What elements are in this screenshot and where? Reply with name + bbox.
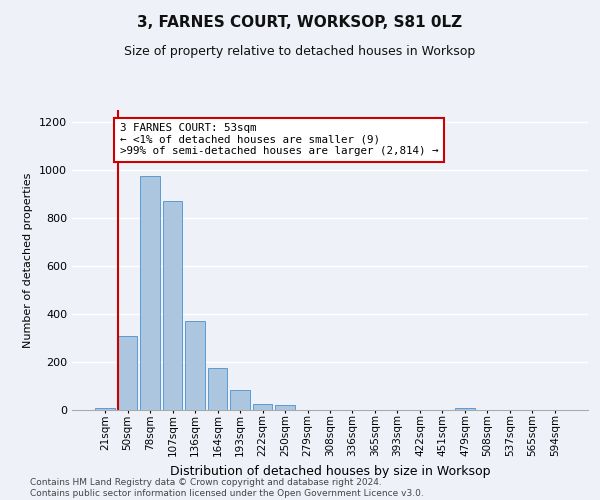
Y-axis label: Number of detached properties: Number of detached properties <box>23 172 34 348</box>
Bar <box>455 408 475 410</box>
Text: 3 FARNES COURT: 53sqm
← <1% of detached houses are smaller (9)
>99% of semi-deta: 3 FARNES COURT: 53sqm ← <1% of detached … <box>119 123 438 156</box>
Bar <box>208 368 227 410</box>
Bar <box>163 201 182 410</box>
Bar <box>185 321 205 410</box>
Bar <box>230 390 250 410</box>
Bar <box>95 408 115 410</box>
Bar <box>118 336 137 410</box>
Text: Contains HM Land Registry data © Crown copyright and database right 2024.
Contai: Contains HM Land Registry data © Crown c… <box>30 478 424 498</box>
Bar <box>253 404 272 410</box>
Bar <box>275 405 295 410</box>
Text: Size of property relative to detached houses in Worksop: Size of property relative to detached ho… <box>124 45 476 58</box>
Text: 3, FARNES COURT, WORKSOP, S81 0LZ: 3, FARNES COURT, WORKSOP, S81 0LZ <box>137 15 463 30</box>
Bar <box>140 176 160 410</box>
X-axis label: Distribution of detached houses by size in Worksop: Distribution of detached houses by size … <box>170 464 490 477</box>
